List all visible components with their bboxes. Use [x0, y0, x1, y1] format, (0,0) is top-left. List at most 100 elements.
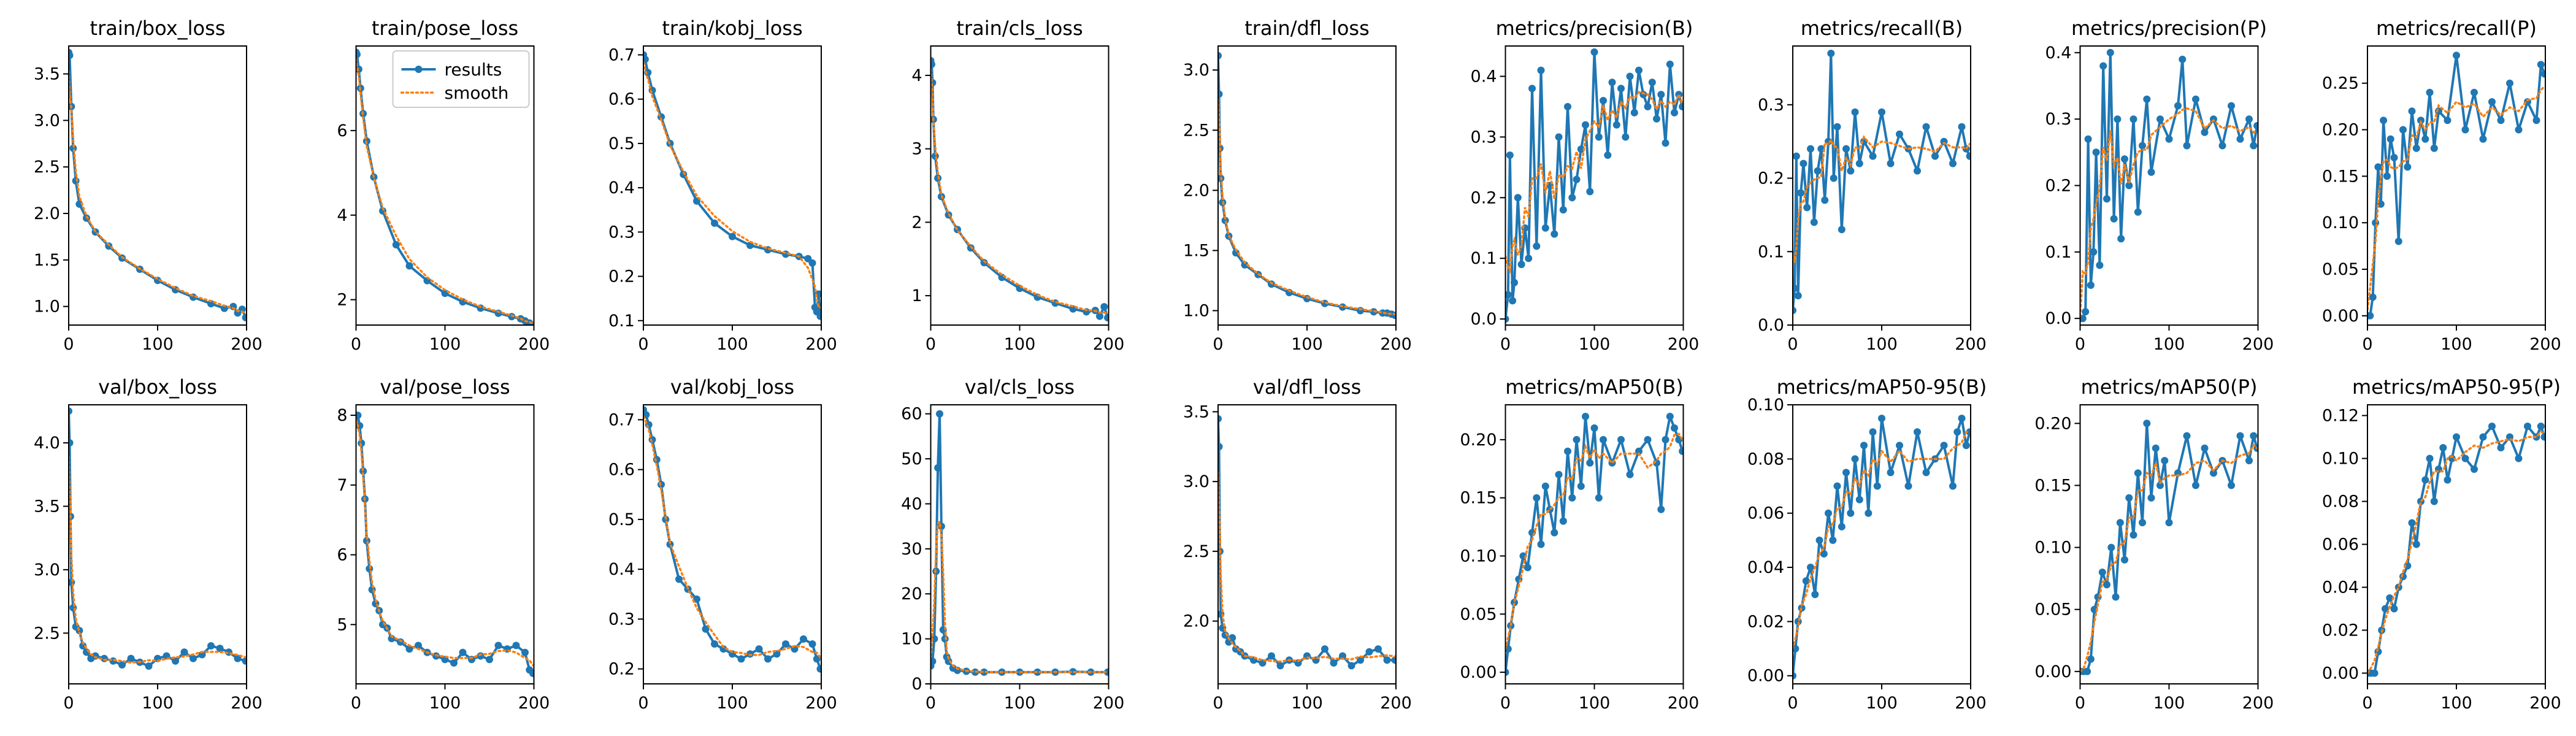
subplot-title: metrics/precision(P) [2071, 17, 2267, 40]
results-point [737, 655, 745, 663]
y-tick-label: 0.2 [608, 267, 635, 286]
results-point [2103, 581, 2110, 589]
results-point [1833, 123, 1841, 131]
results-point [643, 55, 649, 63]
results-point [2192, 95, 2199, 103]
results-point [2444, 476, 2451, 484]
results-point [1541, 482, 1549, 490]
x-tick-label: 0 [1787, 335, 1798, 354]
results-point [1666, 413, 1674, 420]
x-tick-label: 200 [1668, 335, 1700, 354]
y-tick-label: 0.0 [2045, 309, 2072, 328]
results-point [1958, 415, 1966, 423]
results-point [1612, 121, 1620, 129]
results-point [1869, 428, 1877, 436]
x-tick-label: 200 [2242, 694, 2274, 713]
y-tick-label: 0.1 [1471, 249, 1497, 268]
y-tick-label: 0.20 [1460, 431, 1497, 450]
results-point [1559, 206, 1567, 214]
results-point [512, 642, 520, 650]
results-point [2134, 469, 2142, 477]
results-point [397, 638, 404, 646]
y-tick-label: 0.05 [2034, 600, 2071, 619]
results-point [1577, 145, 1585, 153]
results-point [813, 655, 821, 663]
results-point [1357, 307, 1364, 315]
results-point [2139, 519, 2146, 527]
y-tick-label: 0.02 [1747, 612, 1784, 631]
results-point [1568, 194, 1576, 202]
results-point [1851, 108, 1859, 116]
results-point [1528, 85, 1536, 93]
results-point [2218, 142, 2226, 150]
y-tick-label: 0.00 [2322, 664, 2359, 683]
results-point [2121, 155, 2128, 163]
results-point [1793, 285, 1798, 293]
results-point [1793, 672, 1796, 680]
results-point [2112, 593, 2120, 601]
axes-frame [1217, 404, 1397, 684]
results-point [1803, 204, 1811, 212]
y-tick-label: 0.3 [1758, 96, 1784, 115]
results-point [2125, 494, 2133, 502]
results-point [1847, 509, 1855, 517]
results-point [529, 669, 534, 677]
smooth-line [1793, 431, 1971, 650]
results-point [1622, 133, 1630, 141]
y-tick-label: 2.5 [1183, 542, 1209, 561]
results-point [2479, 135, 2487, 143]
results-point [2080, 315, 2087, 323]
results-point [2139, 142, 2146, 150]
subplot-title: train/kobj_loss [662, 17, 802, 40]
results-point [930, 60, 935, 68]
x-tick-label: 100 [1866, 335, 1898, 354]
results-point [2524, 423, 2531, 430]
results-point [2201, 444, 2209, 452]
results-point [1630, 109, 1638, 117]
plot-area [356, 412, 534, 677]
results-point [1218, 415, 1222, 423]
axes-frame [1505, 45, 1684, 326]
plot-area [643, 406, 821, 673]
results-point [1374, 645, 1382, 653]
smooth-line [1218, 98, 1396, 316]
results-point [1865, 509, 1873, 517]
x-tick-label: 100 [1291, 694, 1323, 713]
x-tick-label: 0 [2075, 335, 2085, 354]
subplot-title: val/cls_loss [965, 375, 1075, 399]
y-tick-label: 0.6 [608, 90, 635, 109]
results-point [2134, 208, 2142, 216]
results-point [190, 654, 197, 662]
plot-area [1505, 413, 1684, 676]
y-tick-label: 0.06 [2322, 535, 2359, 554]
y-tick-label: 0.00 [1460, 663, 1497, 682]
results-point [980, 259, 988, 267]
plot-area [356, 48, 534, 325]
results-point [2228, 102, 2235, 110]
y-tick-label: 2.0 [1183, 181, 1209, 200]
results-point [1582, 413, 1589, 420]
results-point [2121, 556, 2128, 564]
results-point [1509, 297, 1517, 305]
results-point [1626, 72, 1634, 80]
x-tick-label: 0 [1500, 335, 1511, 354]
results-point [1896, 442, 1903, 450]
results-point [1671, 109, 1678, 117]
results-point [2114, 115, 2122, 123]
results-point [1586, 188, 1594, 196]
results-point [2399, 126, 2407, 134]
y-tick-label: 0.10 [2034, 539, 2071, 558]
subplot-metrics-map50-95-b: metrics/mAP50-95(B) 0 100 200 0.00 0.02 0.04 0.… [1747, 375, 1987, 713]
results-point [2471, 88, 2478, 96]
results-point [2421, 476, 2429, 484]
results-point [207, 642, 215, 650]
results-point [2087, 655, 2095, 663]
results-point [2156, 481, 2164, 489]
axes-frame [1505, 404, 1684, 684]
results-line [1793, 417, 1971, 676]
y-tick-label: 2.0 [34, 204, 60, 223]
results-point [2116, 519, 2124, 527]
axes-frame [930, 45, 1110, 326]
y-tick-label: 3.0 [1183, 61, 1209, 80]
y-tick-label: 0.04 [2322, 578, 2359, 597]
